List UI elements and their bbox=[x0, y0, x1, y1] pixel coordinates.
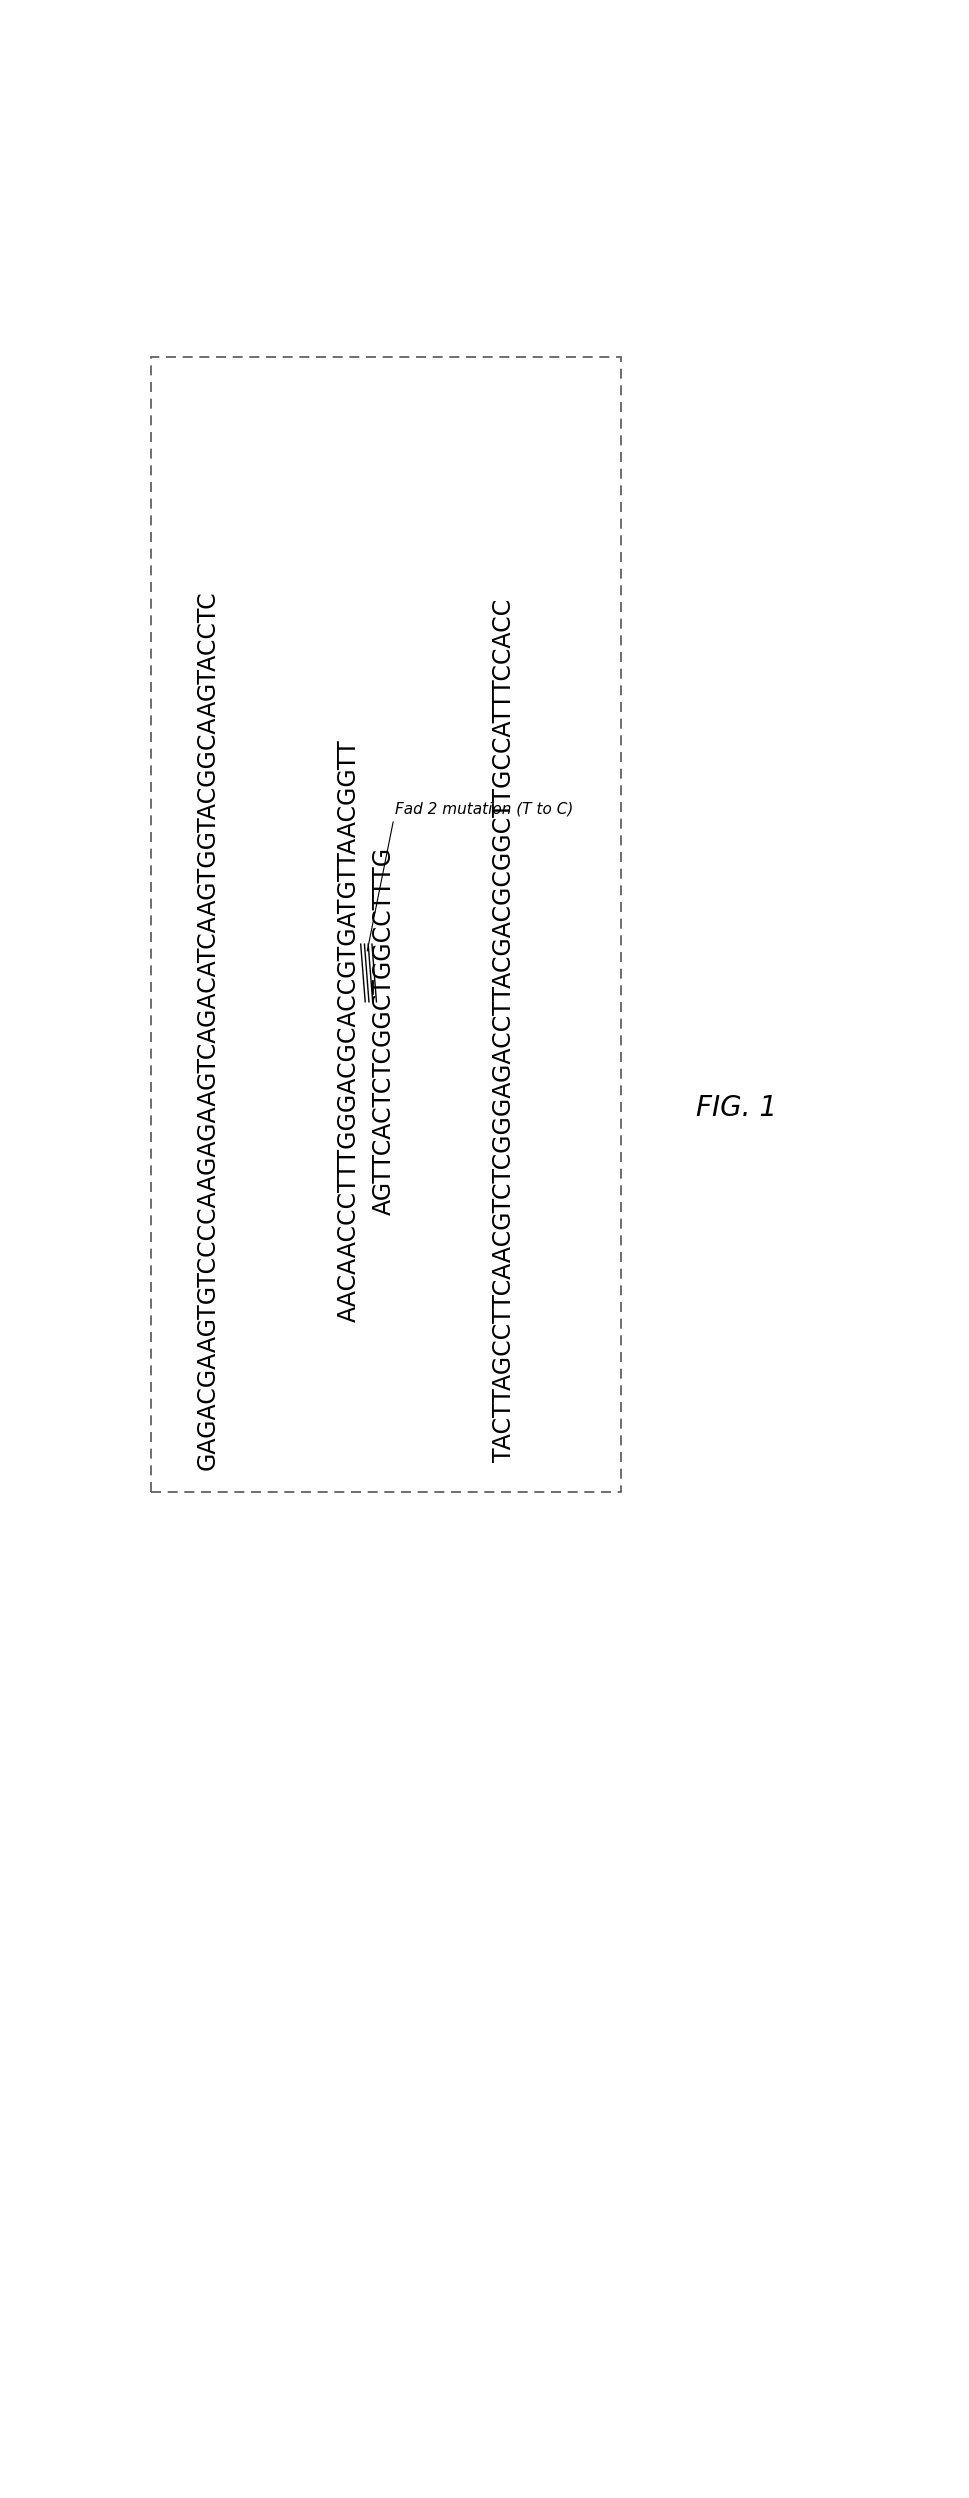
Bar bbox=[151, 357, 620, 1491]
Text: GAGACGAAGTGTCCCCAAGAGAAGTCAGACATCAAGTGGTACGGCAAGTACCTC: GAGACGAAGTGTCCCCAAGAGAAGTCAGACATCAAGTGGT… bbox=[196, 592, 220, 1471]
Text: Fad 2 mutation (T to C): Fad 2 mutation (T to C) bbox=[395, 802, 574, 817]
Text: AGTTCACTCTCGGCTGGCCTTTG: AGTTCACTCTCGGCTGGCCTTTG bbox=[372, 847, 396, 1214]
Text: FIG. 1: FIG. 1 bbox=[697, 1094, 777, 1122]
Text: TACTTAGCCTTCAACGTCTCGGGAGACCTTACGACGCGGCTTGCCATTTCCACC: TACTTAGCCTTCAACGTCTCGGGAGACCTTACGACGCGGC… bbox=[492, 600, 516, 1461]
Text: AACAACCCTTTGGGACGCACCGTGATGTTAACGGTT: AACAACCCTTTGGGACGCACCGTGATGTTAACGGTT bbox=[336, 739, 360, 1321]
